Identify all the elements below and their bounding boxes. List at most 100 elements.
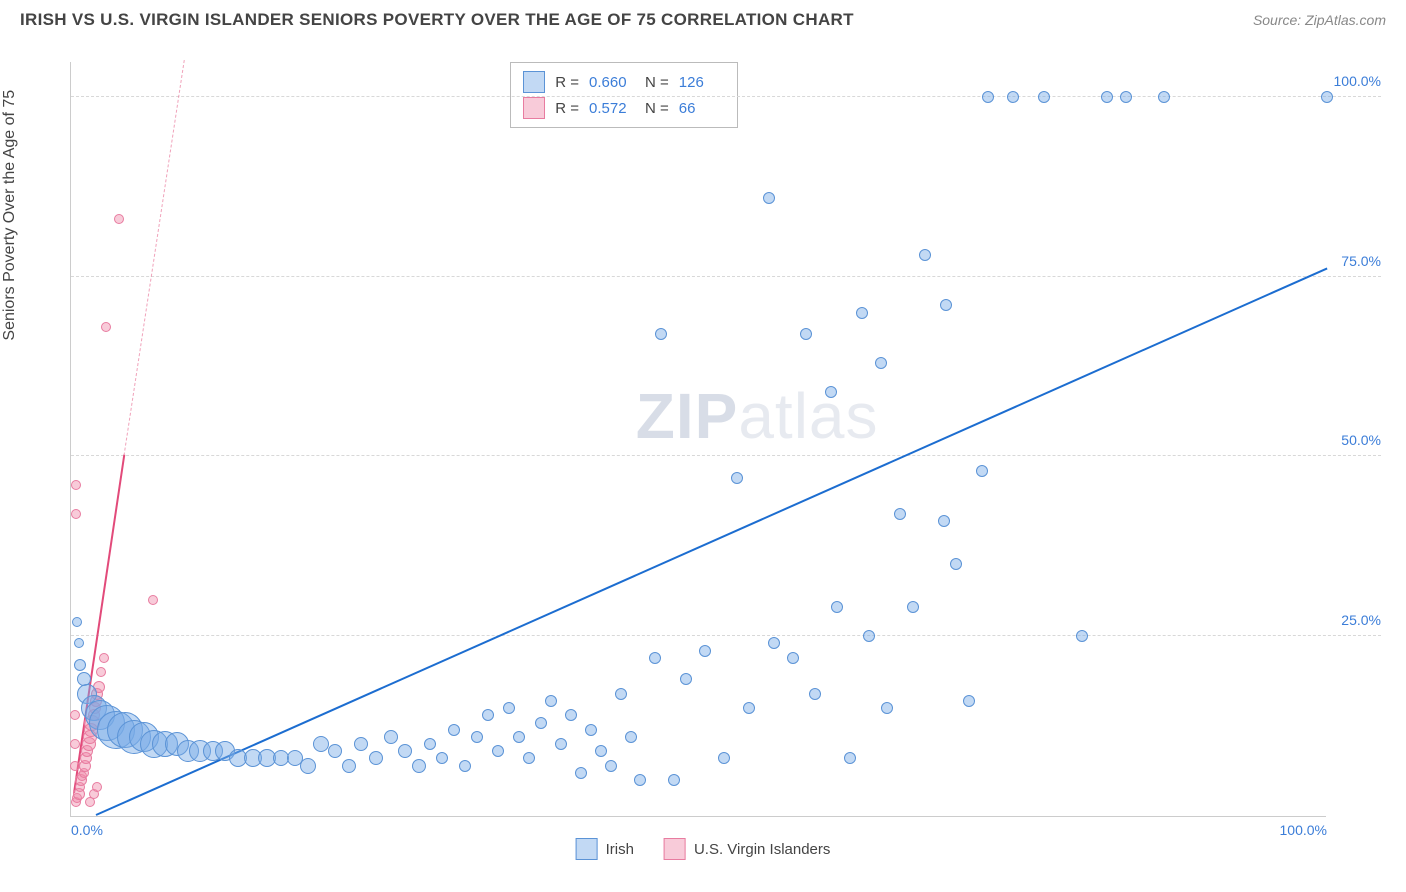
- stats-row-irish: R = 0.660 N = 126: [523, 69, 725, 95]
- gridline: [71, 455, 1381, 456]
- stats-row-usvi: R = 0.572 N = 66: [523, 95, 725, 121]
- data-point-irish: [565, 709, 577, 721]
- n-value-irish: 126: [679, 74, 725, 91]
- chart-container: Seniors Poverty Over the Age of 75 ZIPat…: [20, 42, 1386, 872]
- data-point-irish: [856, 307, 868, 319]
- data-point-usvi: [92, 782, 102, 792]
- data-point-irish: [328, 744, 342, 758]
- data-point-irish: [907, 601, 919, 613]
- data-point-irish: [699, 645, 711, 657]
- data-point-irish: [976, 465, 988, 477]
- data-point-irish: [436, 752, 448, 764]
- data-point-usvi: [99, 653, 109, 663]
- data-point-irish: [768, 637, 780, 649]
- data-point-irish: [1120, 91, 1132, 103]
- r-label: R =: [555, 100, 579, 117]
- plot-area: ZIPatlas R = 0.660 N = 126 R = 0.572 N =…: [70, 62, 1326, 817]
- data-point-irish: [680, 673, 692, 685]
- data-point-usvi: [114, 214, 124, 224]
- data-point-irish: [595, 745, 607, 757]
- data-point-irish: [787, 652, 799, 664]
- data-point-irish: [1321, 91, 1333, 103]
- data-point-irish: [649, 652, 661, 664]
- data-point-irish: [74, 659, 86, 671]
- data-point-irish: [1101, 91, 1113, 103]
- data-point-irish: [74, 638, 84, 648]
- data-point-irish: [555, 738, 567, 750]
- data-point-irish: [72, 617, 82, 627]
- data-point-irish: [743, 702, 755, 714]
- data-point-usvi: [71, 509, 81, 519]
- y-tick-label: 100.0%: [1334, 73, 1381, 89]
- data-point-irish: [313, 736, 329, 752]
- legend-bottom: Irish U.S. Virgin Islanders: [576, 838, 831, 860]
- gridline: [71, 635, 1381, 636]
- data-point-usvi: [70, 710, 80, 720]
- data-point-usvi: [70, 739, 80, 749]
- swatch-irish: [576, 838, 598, 860]
- data-point-irish: [1076, 630, 1088, 642]
- data-point-irish: [585, 724, 597, 736]
- gridline: [71, 96, 1381, 97]
- watermark-bold: ZIP: [636, 380, 739, 452]
- data-point-usvi: [96, 667, 106, 677]
- r-label: R =: [555, 74, 579, 91]
- data-point-irish: [471, 731, 483, 743]
- data-point-irish: [513, 731, 525, 743]
- data-point-irish: [625, 731, 637, 743]
- data-point-irish: [634, 774, 646, 786]
- watermark-light: atlas: [738, 380, 878, 452]
- x-tick-label: 0.0%: [71, 822, 103, 838]
- trendline: [123, 60, 184, 456]
- watermark: ZIPatlas: [636, 379, 879, 453]
- data-point-usvi: [70, 761, 80, 771]
- data-point-irish: [412, 759, 426, 773]
- data-point-usvi: [148, 595, 158, 605]
- data-point-irish: [875, 357, 887, 369]
- data-point-irish: [809, 688, 821, 700]
- data-point-irish: [718, 752, 730, 764]
- data-point-usvi: [101, 322, 111, 332]
- n-value-usvi: 66: [679, 100, 725, 117]
- legend-item-usvi: U.S. Virgin Islanders: [664, 838, 830, 860]
- data-point-usvi: [71, 480, 81, 490]
- data-point-irish: [919, 249, 931, 261]
- data-point-irish: [300, 758, 316, 774]
- data-point-irish: [894, 508, 906, 520]
- data-point-irish: [844, 752, 856, 764]
- data-point-irish: [575, 767, 587, 779]
- n-label: N =: [645, 74, 669, 91]
- data-point-irish: [448, 724, 460, 736]
- data-point-irish: [1038, 91, 1050, 103]
- data-point-irish: [492, 745, 504, 757]
- data-point-irish: [940, 299, 952, 311]
- gridline: [71, 276, 1381, 277]
- trendline: [96, 268, 1328, 816]
- source-label: Source: ZipAtlas.com: [1253, 12, 1386, 28]
- y-tick-label: 75.0%: [1341, 253, 1381, 269]
- data-point-irish: [503, 702, 515, 714]
- data-point-irish: [1158, 91, 1170, 103]
- data-point-irish: [545, 695, 557, 707]
- data-point-irish: [881, 702, 893, 714]
- data-point-irish: [615, 688, 627, 700]
- data-point-irish: [863, 630, 875, 642]
- y-axis-label: Seniors Poverty Over the Age of 75: [1, 90, 19, 341]
- data-point-irish: [535, 717, 547, 729]
- data-point-irish: [342, 759, 356, 773]
- swatch-usvi: [523, 97, 545, 119]
- data-point-irish: [482, 709, 494, 721]
- n-label: N =: [645, 100, 669, 117]
- data-point-irish: [1007, 91, 1019, 103]
- data-point-irish: [982, 91, 994, 103]
- data-point-irish: [354, 737, 368, 751]
- r-value-usvi: 0.572: [589, 100, 635, 117]
- data-point-irish: [398, 744, 412, 758]
- legend-label-irish: Irish: [606, 841, 634, 858]
- data-point-irish: [831, 601, 843, 613]
- y-tick-label: 50.0%: [1341, 432, 1381, 448]
- data-point-irish: [384, 730, 398, 744]
- legend-label-usvi: U.S. Virgin Islanders: [694, 841, 830, 858]
- swatch-irish: [523, 71, 545, 93]
- swatch-usvi: [664, 838, 686, 860]
